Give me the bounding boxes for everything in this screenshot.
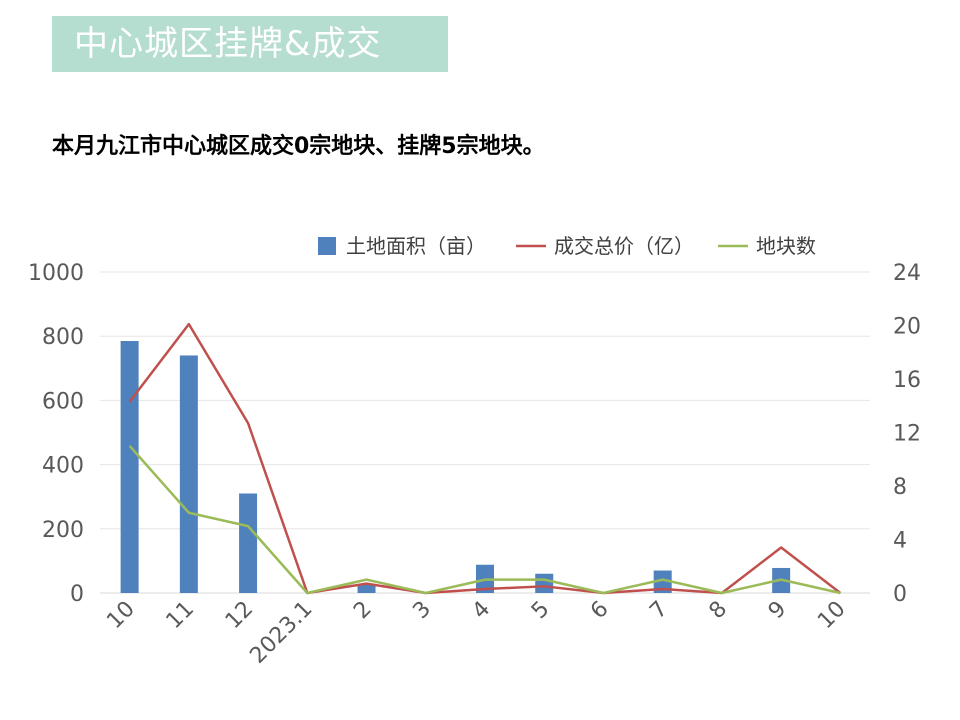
y-right-tick-label: 4 [893, 529, 907, 554]
y-left-tick-label: 800 [42, 325, 84, 350]
legend-label: 成交总价（亿） [554, 234, 694, 258]
y-right-tick-label: 24 [893, 261, 921, 286]
summary-text: 本月九江市中心城区成交0宗地块、挂牌5宗地块。 [52, 134, 545, 159]
x-tick-label: 11 [162, 597, 199, 634]
legend-label: 土地面积（亩） [346, 234, 486, 258]
y-right-tick-label: 0 [893, 582, 907, 607]
x-tick-label: 7 [645, 597, 673, 625]
x-tick-label: 5 [527, 597, 555, 625]
y-right-tick-label: 8 [893, 475, 907, 500]
x-tick-label: 10 [102, 597, 139, 634]
y-right-tick-label: 16 [893, 368, 921, 393]
bar [179, 355, 198, 593]
legend-swatch [318, 237, 336, 255]
bar [120, 341, 139, 593]
y-right-tick-label: 12 [893, 422, 921, 447]
x-tick-label: 3 [408, 597, 436, 625]
x-tick-label: 6 [586, 597, 614, 625]
series-line-2 [128, 445, 841, 595]
y-left-tick-label: 0 [70, 582, 84, 607]
bar [357, 584, 376, 593]
x-tick-label: 2 [349, 597, 377, 625]
x-tick-label: 10 [813, 597, 850, 634]
x-tick-label: 4 [468, 597, 496, 625]
legend-label: 地块数 [756, 234, 816, 258]
bar [239, 493, 258, 593]
x-tick-label: 9 [764, 597, 792, 625]
bar [535, 573, 554, 593]
bar [653, 570, 672, 593]
y-left-tick-label: 400 [42, 454, 84, 479]
page-title: 中心城区挂牌&成交 [74, 24, 382, 64]
y-left-tick-label: 1000 [28, 261, 84, 286]
series-line-1 [128, 322, 842, 595]
x-tick-label: 12 [221, 597, 258, 634]
x-tick-label: 2023.1 [245, 597, 317, 669]
x-tick-label: 8 [705, 597, 733, 625]
y-right-tick-label: 20 [893, 315, 921, 340]
y-left-tick-label: 600 [42, 389, 84, 414]
y-left-tick-label: 200 [42, 518, 84, 543]
page-title-banner: 中心城区挂牌&成交 [52, 16, 448, 72]
